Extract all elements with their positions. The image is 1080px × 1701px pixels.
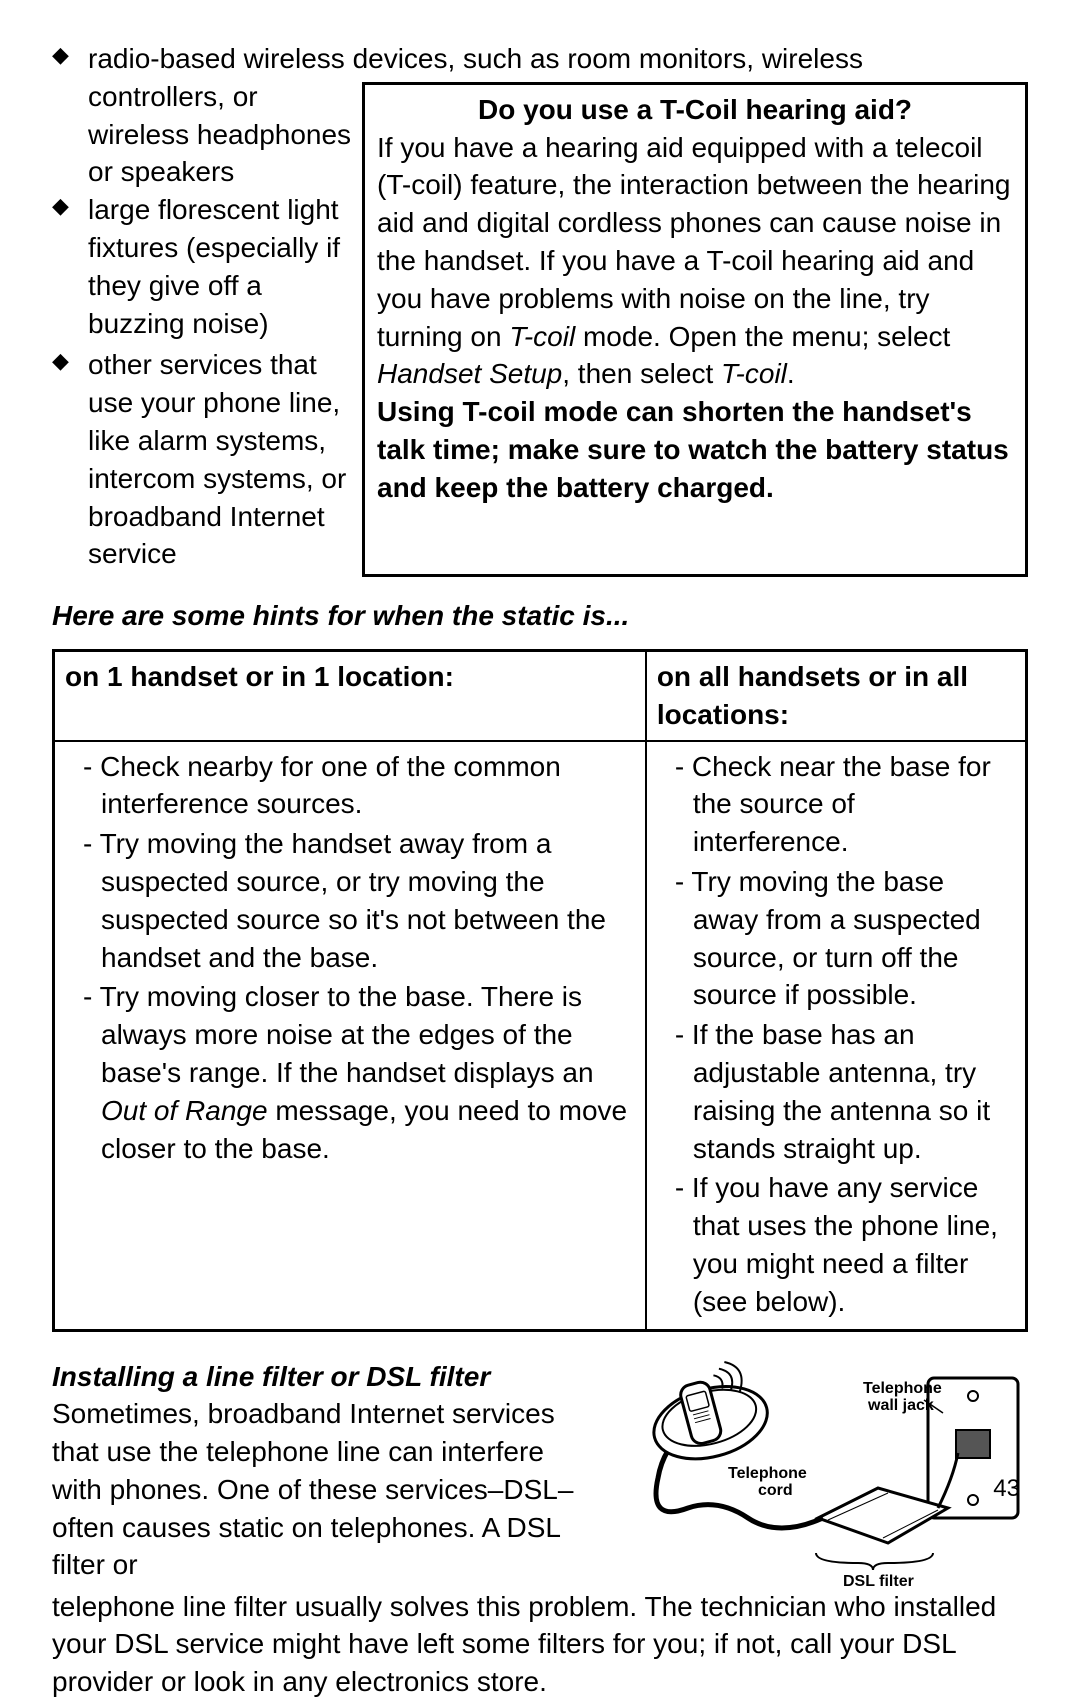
list-item: - Check near the base for the source of … — [675, 748, 1015, 861]
dsl-filter-diagram: Telephone wall jack Telephone cord DSL f… — [598, 1358, 1028, 1588]
bullet-continuation: controllers, or wireless headphones or s… — [52, 78, 352, 191]
sidebox-body: If you have a hearing aid equipped with … — [377, 129, 1013, 394]
install-paragraph-2: telephone line filter usually solves thi… — [52, 1588, 1028, 1701]
sidebox-title: Do you use a T-Coil hearing aid? — [377, 91, 1013, 129]
list-item: - If you have any service that uses the … — [675, 1169, 1015, 1320]
sidebox-tcoil: Do you use a T-Coil hearing aid? If you … — [362, 82, 1028, 577]
diagram-label: cord — [758, 1482, 793, 1499]
list-item: - Try moving closer to the base. There i… — [83, 978, 635, 1167]
top-section: controllers, or wireless headphones or s… — [52, 78, 1028, 577]
table-header: on 1 handset or in 1 location: — [54, 650, 646, 740]
table-cell: - Check near the base for the source of … — [646, 741, 1027, 1330]
diagram-label: DSL filter — [843, 1573, 914, 1588]
sidebox-text: , then select — [562, 358, 721, 389]
sidebox-italic: T-coil — [721, 358, 787, 389]
list-italic: Out of Range — [101, 1095, 268, 1126]
bullet-text: radio-based wireless devices, such as ro… — [88, 43, 863, 74]
sidebox-text: . — [787, 358, 795, 389]
diagram-label: Telephone — [728, 1465, 807, 1482]
list-item: - Try moving the handset away from a sus… — [83, 825, 635, 976]
diagram-label: Telephone — [863, 1380, 942, 1397]
diagram-label: wall jack — [867, 1397, 934, 1414]
bullet-item: other services that use your phone line,… — [88, 346, 352, 573]
table-row: on 1 handset or in 1 location: on all ha… — [54, 650, 1027, 740]
bullet-item: large florescent light fixtures (especia… — [88, 191, 352, 342]
table-cell: - Check nearby for one of the common int… — [54, 741, 646, 1330]
hints-table: on 1 handset or in 1 location: on all ha… — [52, 649, 1028, 1332]
bullet-text: other services that use your phone line,… — [88, 349, 346, 569]
bullet-column: controllers, or wireless headphones or s… — [52, 78, 352, 577]
install-paragraph: Sometimes, broadband Internet services t… — [52, 1398, 573, 1580]
sidebox-italic: Handset Setup — [377, 358, 562, 389]
list-text: - Try moving closer to the base. There i… — [83, 981, 594, 1088]
sidebox-text: If you have a hearing aid equipped with … — [377, 132, 1010, 352]
install-section: Installing a line filter or DSL filter S… — [52, 1358, 1028, 1701]
hints-heading: Here are some hints for when the static … — [52, 597, 1028, 635]
page-number: 43 — [993, 1473, 1020, 1505]
table-row: - Check nearby for one of the common int… — [54, 741, 1027, 1330]
list-item: - If the base has an adjustable antenna,… — [675, 1016, 1015, 1167]
bullet-text: large florescent light fixtures (especia… — [88, 194, 340, 338]
install-heading: Installing a line filter or DSL filter — [52, 1361, 490, 1392]
list-item: - Try moving the base away from a suspec… — [675, 863, 1015, 1014]
sidebox-text: mode. Open the menu; select — [575, 321, 950, 352]
bullet-item: radio-based wireless devices, such as ro… — [88, 40, 1028, 78]
list-item: - Check nearby for one of the common int… — [83, 748, 635, 824]
sidebox-warning: Using T-coil mode can shorten the handse… — [377, 393, 1013, 506]
install-text-column: Installing a line filter or DSL filter S… — [52, 1358, 582, 1585]
table-header: on all handsets or in all locations: — [646, 650, 1027, 740]
sidebox-italic: T-coil — [509, 321, 575, 352]
